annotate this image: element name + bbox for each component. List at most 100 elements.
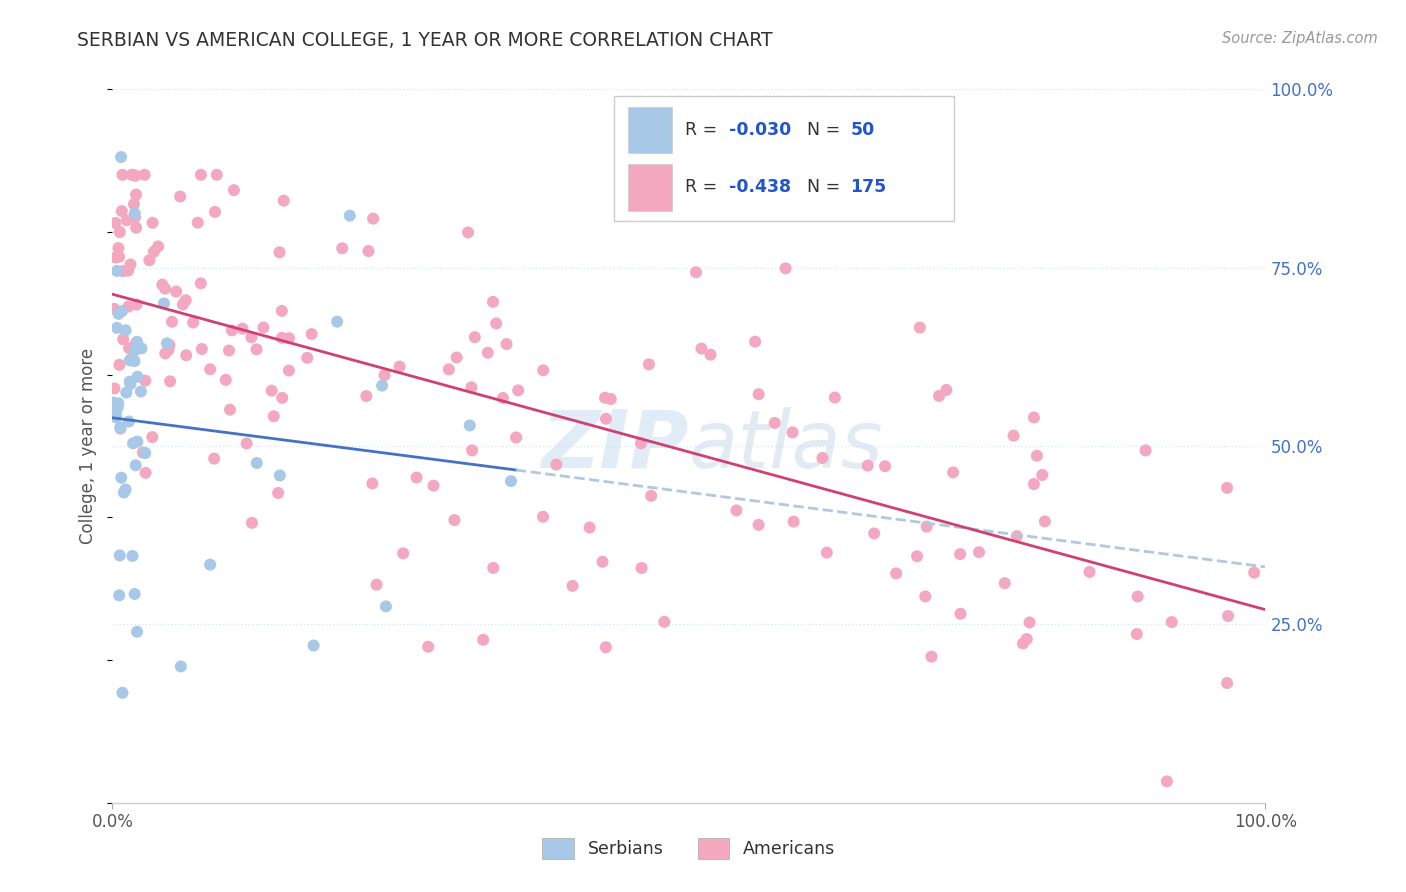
Point (125, 297, 148, 311)
Point (638, 357, 661, 371)
Text: R =: R = (686, 121, 723, 139)
Point (245, 343, 267, 357)
Point (863, 526, 886, 541)
Point (122, 197, 145, 211)
Point (221, 323, 243, 337)
Point (942, 466, 965, 480)
Point (1156, 774, 1178, 789)
Point (422, 478, 444, 492)
Text: -0.030: -0.030 (730, 121, 792, 139)
Point (824, 391, 846, 405)
Point (460, 380, 482, 394)
Text: Source: ZipAtlas.com: Source: ZipAtlas.com (1222, 31, 1378, 46)
Legend: Serbians, Americans: Serbians, Americans (536, 831, 842, 865)
Point (235, 436, 257, 450)
Point (156, 336, 179, 351)
Point (108, 588, 131, 602)
Point (374, 599, 396, 614)
Point (949, 607, 972, 621)
Point (457, 226, 479, 240)
Point (103, 381, 125, 395)
Point (240, 330, 263, 344)
Point (967, 545, 990, 559)
Point (165, 285, 187, 299)
Point (169, 189, 191, 203)
Point (135, 466, 157, 480)
Point (141, 430, 163, 444)
Point (495, 337, 517, 351)
Point (187, 216, 209, 230)
Point (127, 434, 149, 449)
Point (124, 206, 146, 220)
Point (908, 320, 931, 334)
Point (104, 216, 127, 230)
Point (1126, 627, 1149, 641)
Point (492, 391, 515, 405)
Point (270, 304, 292, 318)
Point (108, 225, 131, 239)
Point (915, 519, 938, 533)
Point (124, 336, 146, 351)
Point (231, 321, 253, 335)
Point (124, 458, 146, 473)
Text: N =: N = (807, 178, 845, 196)
Point (1160, 615, 1182, 629)
Point (640, 489, 662, 503)
Point (117, 263, 139, 277)
Point (125, 334, 148, 349)
Point (595, 411, 617, 425)
Point (458, 418, 481, 433)
Point (561, 579, 583, 593)
Point (204, 205, 226, 219)
Point (599, 392, 621, 406)
Point (121, 168, 143, 182)
Point (105, 264, 128, 278)
Point (108, 250, 131, 264)
Point (110, 421, 132, 435)
Point (134, 446, 156, 460)
Point (1216, 676, 1239, 690)
Point (112, 485, 135, 500)
Point (505, 430, 527, 444)
Point (1015, 632, 1038, 646)
Point (114, 323, 136, 337)
Point (1022, 410, 1045, 425)
Point (690, 342, 713, 356)
Point (873, 459, 896, 474)
Point (508, 384, 530, 398)
Point (652, 615, 675, 629)
Point (104, 251, 127, 265)
Point (120, 352, 142, 367)
Point (117, 300, 139, 314)
Point (159, 374, 181, 388)
Point (190, 168, 212, 182)
Point (472, 632, 495, 647)
Point (685, 265, 707, 279)
Point (125, 187, 148, 202)
Point (443, 513, 465, 527)
Point (142, 216, 165, 230)
Point (125, 220, 148, 235)
Text: -0.438: -0.438 (730, 178, 792, 196)
Point (326, 315, 349, 329)
Point (485, 317, 508, 331)
Text: N =: N = (807, 121, 845, 139)
Point (153, 296, 176, 310)
Point (905, 549, 928, 564)
Point (198, 362, 221, 376)
Point (748, 517, 770, 532)
Point (122, 436, 145, 450)
Point (115, 385, 138, 400)
Point (1135, 443, 1157, 458)
Point (111, 304, 134, 318)
Point (104, 406, 127, 420)
Point (418, 640, 440, 654)
Point (132, 445, 155, 459)
Point (270, 331, 292, 345)
Point (267, 486, 290, 500)
Point (297, 351, 319, 365)
Point (124, 169, 146, 183)
Point (366, 577, 388, 591)
Point (461, 443, 484, 458)
Point (725, 503, 748, 517)
